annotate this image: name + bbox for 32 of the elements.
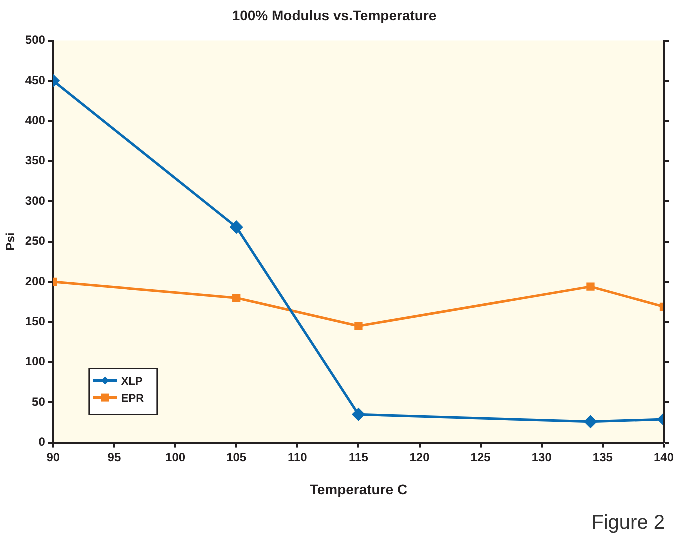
caption: Figure 2 [592, 512, 665, 533]
chart-title: 100% Modulus vs.Temperature [232, 7, 437, 24]
x-tick-label: 100 [166, 450, 186, 464]
x-tick-label: 120 [410, 450, 430, 464]
point [232, 294, 241, 302]
x-tick-label: 110 [288, 450, 308, 464]
x-tick-label: 90 [46, 450, 60, 464]
x-tick-label: 135 [592, 450, 614, 464]
x-tick-label: 130 [532, 450, 552, 464]
y-tick-label: 150 [25, 314, 46, 329]
y-axis-title: Psi [4, 232, 18, 251]
y-tick-label: 500 [25, 33, 46, 48]
point [352, 408, 365, 421]
y-tick-label: 100 [25, 354, 46, 369]
point [230, 221, 243, 234]
x-tick-label: 95 [108, 450, 122, 464]
y-tick-label: 450 [25, 73, 46, 88]
y-tick-label: 350 [25, 154, 46, 168]
legend-label: XLP [121, 376, 143, 388]
x-tick-label: 115 [349, 450, 369, 464]
x-tick-label: 105 [226, 450, 247, 464]
y-tick-label: 250 [25, 234, 46, 248]
y-tick-label: 200 [25, 274, 46, 288]
y-tick-label: 50 [32, 394, 46, 409]
x-tick-label: 140 [654, 450, 674, 464]
point [354, 322, 363, 330]
x-tick-label: 125 [470, 450, 492, 464]
x-axis-title: Temperature C [310, 481, 408, 498]
legend-label: EPR [121, 392, 144, 405]
y-tick-label: 300 [25, 194, 46, 208]
y-tick-label: 400 [25, 114, 46, 128]
y-tick-label: 0 [38, 435, 46, 450]
